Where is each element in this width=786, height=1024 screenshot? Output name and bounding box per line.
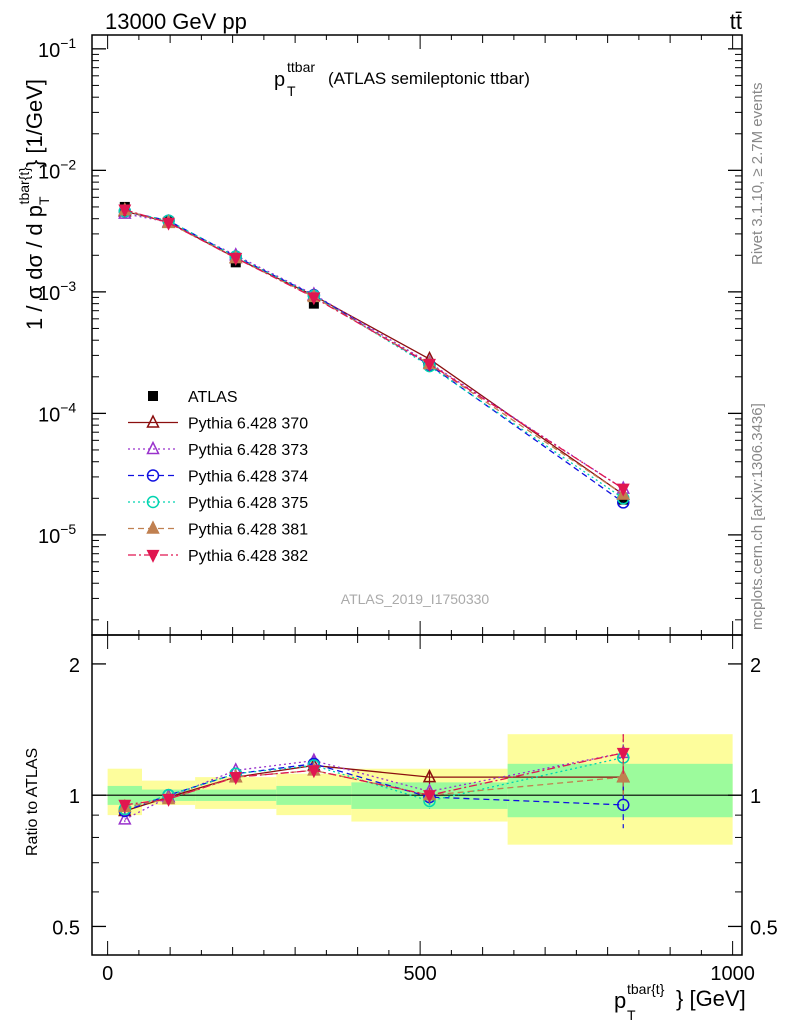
header-process: tt̄: [730, 9, 742, 34]
ratio-panel: 0.5 0.5 1 1 2 2 0 500 1000 Ratio to ATLAS: [24, 634, 778, 985]
ratio-y-tick-label: 0.5: [52, 917, 80, 939]
main-series-line: [124, 209, 624, 490]
x-axis-label-sub: T: [627, 1007, 636, 1023]
plot-title-main: p: [274, 69, 285, 91]
ratio-data-point: [229, 772, 243, 785]
legend-marker: [146, 440, 160, 455]
main-y-tick-label: 10−3: [38, 278, 76, 305]
main-y-tick-label: 10−5: [38, 521, 76, 548]
legend-label: Pythia 6.428 381: [188, 522, 308, 539]
plot-title: p T ttbar (ATLAS semileptonic ttbar): [274, 59, 530, 99]
main-y-tick-label: 10−2: [38, 156, 76, 183]
ratio-data-point: [616, 768, 630, 783]
ratio-data-point: [616, 747, 630, 761]
ratio-data-point: [423, 790, 436, 804]
plot-title-rest: (ATLAS semileptonic ttbar): [328, 69, 530, 88]
legend-label: Pythia 6.428 370: [188, 416, 308, 433]
x-axis-label-unit: } [GeV]: [676, 986, 746, 1011]
ratio-y-tick-label-right: 0.5: [750, 917, 778, 939]
legend-label: Pythia 6.428 382: [188, 548, 308, 565]
main-panel-frame: [91, 34, 743, 636]
ratio-y-tick-label-right: 2: [750, 655, 761, 677]
plot-title-sub: T: [287, 83, 296, 99]
main-data-point: [118, 204, 132, 218]
main-series-6: [118, 204, 630, 497]
x-axis-label-main: p: [614, 988, 626, 1013]
ratio-y-tick-label-right: 1: [750, 786, 761, 808]
legend-entry: Pythia 6.428 373: [128, 440, 308, 459]
main-data-point: [423, 358, 436, 372]
ratio-y-tick-label: 2: [69, 655, 80, 677]
legend-label: Pythia 6.428 373: [188, 442, 308, 459]
main-y-tick-label: 10−4: [38, 399, 76, 426]
legend-marker: [148, 391, 158, 401]
main-data-point: [307, 292, 321, 306]
rivet-version-label: Rivet 3.1.10, ≥ 2.7M events: [749, 83, 766, 266]
x-axis-label-sup: tbar{t}: [627, 981, 665, 997]
legend: ATLAS Pythia 6.428 370 Pythia 6.428 373 Pyt…: [128, 389, 308, 565]
ratio-y-tick-label: 1: [69, 786, 80, 808]
main-series-0: [119, 201, 629, 505]
main-series-line: [124, 210, 624, 503]
ratio-data-point: [617, 798, 630, 812]
ratio-series-line: [124, 752, 624, 820]
ratio-band-inner: [507, 763, 733, 818]
ratio-data-point: [118, 811, 132, 825]
legend-marker: [146, 520, 160, 534]
legend-marker: [146, 495, 160, 509]
main-data-point: [229, 252, 243, 266]
ratio-y-axis-label: Ratio to ATLAS: [24, 748, 41, 856]
main-y-tick-label: 10−1: [38, 35, 76, 62]
ratio-series-line: [124, 756, 624, 810]
legend-marker: [146, 469, 160, 482]
svg-text:1 / σ dσ / d pTtbar{t}} [1/GeV: 1 / σ dσ / d pTtbar{t}} [1/GeV]: [16, 79, 52, 330]
ratio-series-line: [124, 769, 624, 808]
main-y-axis-label: 1 / σ dσ / d pTtbar{t}} [1/GeV]: [16, 79, 52, 330]
ratio-data-point: [422, 768, 437, 783]
main-series-4: [118, 205, 630, 505]
legend-label: Pythia 6.428 375: [188, 495, 308, 512]
ratio-data-point: [307, 765, 321, 779]
main-series-3: [118, 205, 630, 509]
legend-entry: Pythia 6.428 381: [128, 520, 308, 539]
plot-title-sup: ttbar: [287, 59, 315, 75]
legend-marker: [146, 414, 160, 428]
main-data-point: [162, 217, 176, 231]
legend-entry: Pythia 6.428 382: [128, 548, 308, 565]
x-tick-label: 0: [102, 963, 113, 985]
ratio-data-point: [118, 799, 132, 813]
legend-entry: Pythia 6.428 375: [128, 495, 308, 512]
ratio-series-5: [118, 734, 630, 813]
analysis-id: ATLAS_2019_I1750330: [341, 591, 490, 607]
main-data-point: [616, 483, 630, 497]
x-axis-label: p T tbar{t} } [GeV]: [614, 981, 746, 1023]
x-tick-label: 500: [403, 963, 436, 985]
legend-marker: [146, 549, 160, 563]
legend-label: Pythia 6.428 374: [188, 469, 308, 486]
legend-entry: Pythia 6.428 370: [128, 414, 308, 433]
main-panel: 10−1 10−2 10−3 10−4 10−5 ATLAS Pythia 6.428 3…: [38, 34, 743, 636]
mcplots-label: mcplots.cern.ch [arXiv:1306.3436]: [749, 403, 766, 630]
x-tick-label: 1000: [710, 963, 755, 985]
ratio-series-line: [124, 752, 624, 806]
ratio-data-point: [162, 793, 176, 807]
header-energy: 13000 GeV pp: [105, 9, 247, 34]
legend-entry: Pythia 6.428 374: [128, 469, 308, 486]
legend-label: ATLAS: [188, 389, 238, 406]
legend-entry: ATLAS: [148, 389, 238, 406]
